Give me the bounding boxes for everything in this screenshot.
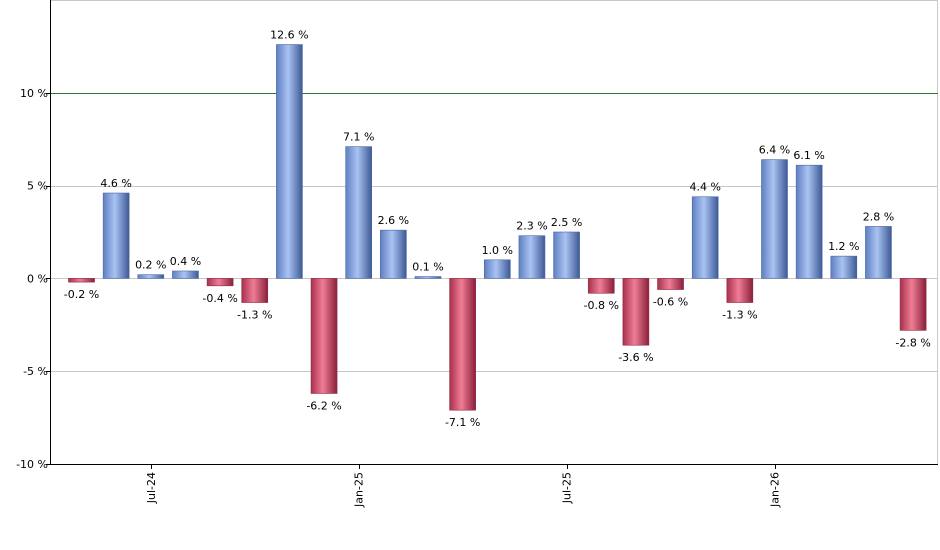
bar [865, 226, 892, 279]
bar [137, 274, 165, 279]
bar [726, 278, 754, 303]
x-tick-label: Jan-26 [769, 472, 782, 508]
data-label: 2.8 % [863, 210, 894, 223]
bar [345, 146, 373, 279]
bar [553, 231, 580, 279]
bar [102, 192, 130, 279]
data-label: 0.4 % [170, 255, 201, 268]
bar [691, 196, 719, 279]
bar [899, 278, 927, 331]
bar [414, 276, 442, 279]
data-label: -2.8 % [895, 336, 930, 349]
y-tick-label: 5 % [27, 180, 48, 193]
data-label: 6.4 % [759, 144, 790, 157]
x-tick-label: Jul-25 [561, 472, 574, 504]
data-label: -1.3 % [237, 309, 272, 322]
data-label: 2.3 % [516, 220, 547, 233]
bar [276, 44, 303, 279]
bar [622, 278, 650, 346]
bar [830, 255, 858, 279]
data-label: 1.2 % [828, 240, 859, 253]
bar [241, 278, 269, 303]
y-tick-label: 0 % [27, 272, 48, 285]
bar [761, 159, 788, 279]
data-label: 1.0 % [482, 244, 513, 257]
bar [483, 259, 511, 279]
data-label: -0.8 % [584, 299, 619, 312]
y-tick-label: 10 % [20, 87, 48, 100]
bar [587, 278, 615, 294]
y-tick-label: -5 % [23, 365, 48, 378]
data-label: -3.6 % [618, 351, 653, 364]
data-label: 2.5 % [551, 216, 582, 229]
data-label: 0.1 % [412, 261, 443, 274]
data-label: 6.1 % [793, 149, 824, 162]
data-label: 4.6 % [100, 177, 131, 190]
axes [50, 0, 938, 465]
bar [172, 270, 199, 279]
data-label: 2.6 % [378, 214, 409, 227]
data-label: -1.3 % [722, 309, 757, 322]
bars [68, 44, 927, 411]
data-label: -7.1 % [445, 416, 480, 429]
data-labels: -0.2 %4.6 %0.2 % 0.4 %-0.4 %-1.3 %12.6 %-… [64, 29, 931, 430]
y-tick-labels: 10 % 5 % 0 % -5 % -10 % [16, 87, 50, 471]
bar [518, 235, 546, 279]
y-tick-label: -10 % [16, 458, 48, 471]
bar [795, 164, 823, 279]
x-tick-labels: Jul-24 Jan-25 Jul-25 Jan-26 [145, 464, 782, 508]
data-label: -0.4 % [202, 292, 237, 305]
data-label: -6.2 % [306, 399, 341, 412]
x-tick-label: Jan-25 [353, 472, 366, 508]
data-label: 4.4 % [689, 181, 720, 194]
bar [449, 278, 476, 411]
bar [380, 229, 407, 279]
x-tick-label: Jul-24 [145, 472, 158, 504]
data-label: 0.2 % [135, 259, 166, 272]
data-label: -0.6 % [653, 296, 688, 309]
bar [68, 278, 95, 283]
bar [206, 278, 234, 287]
bar [657, 278, 684, 290]
data-label: -0.2 % [64, 288, 99, 301]
data-label: 12.6 % [270, 29, 308, 42]
bar [310, 278, 338, 394]
data-label: 7.1 % [343, 131, 374, 144]
